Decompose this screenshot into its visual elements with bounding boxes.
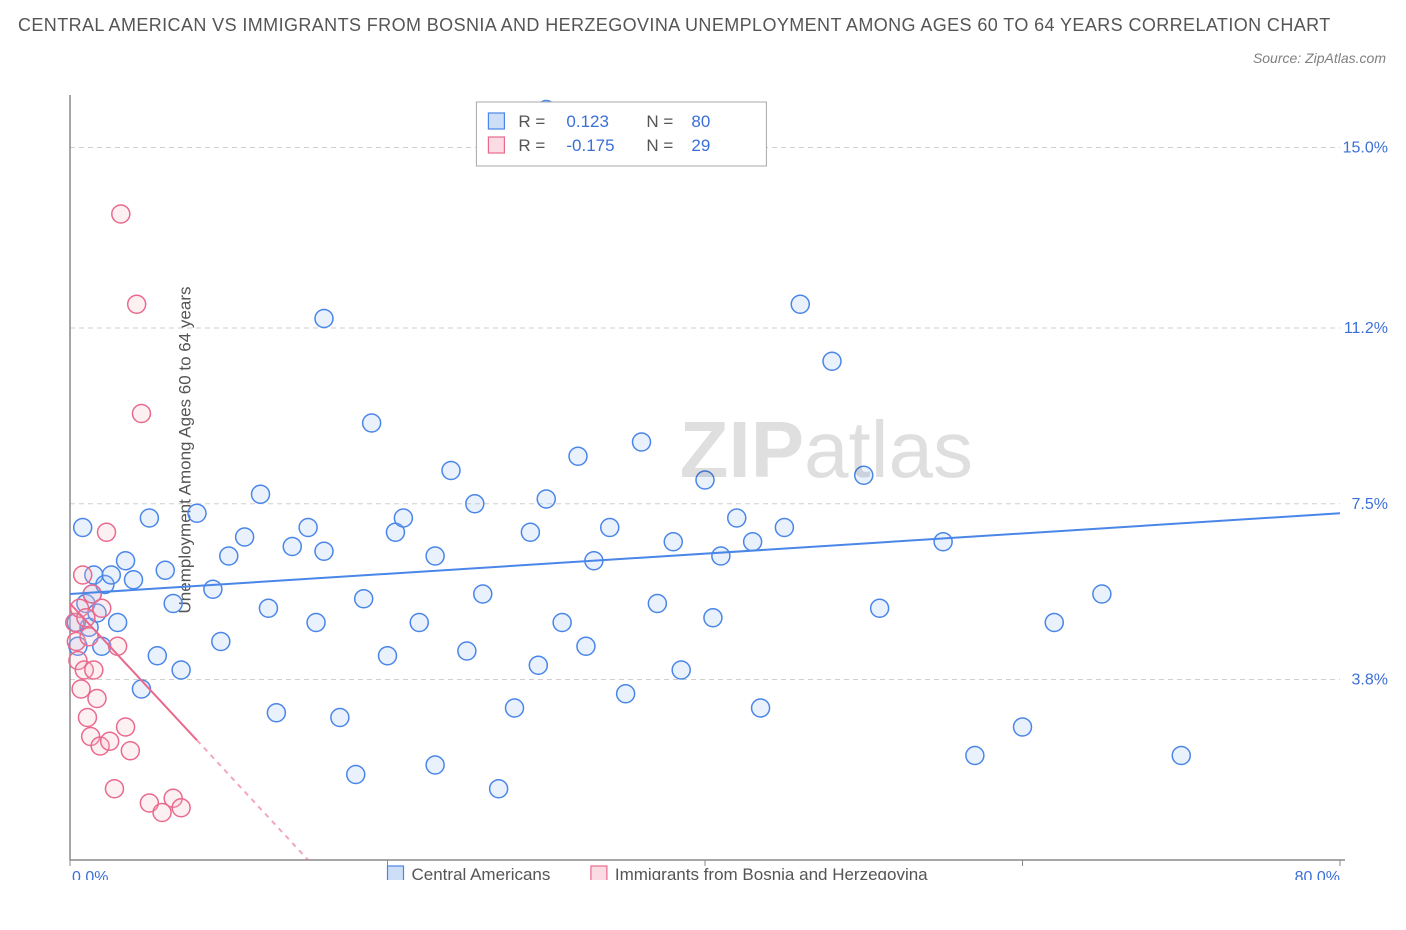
svg-text:15.0%: 15.0%	[1343, 140, 1388, 157]
svg-text:29: 29	[691, 136, 710, 155]
chart-area: 3.8% 7.5% 11.2% 15.0% 0.0% 80.0% R = 0.123 N = 80…	[60, 90, 1390, 880]
source-credit: Source: ZipAtlas.com	[1253, 50, 1386, 66]
svg-text:7.5%: 7.5%	[1352, 496, 1388, 513]
scatter-chart: 3.8% 7.5% 11.2% 15.0% 0.0% 80.0% R = 0.123 N = 80…	[60, 90, 1390, 880]
svg-text:N =: N =	[646, 136, 673, 155]
svg-text:Immigrants from Bosnia and Her: Immigrants from Bosnia and Herzegovina	[615, 865, 928, 880]
svg-text:0.123: 0.123	[566, 112, 609, 131]
chart-title: CENTRAL AMERICAN VS IMMIGRANTS FROM BOSN…	[18, 10, 1388, 41]
svg-text:80.0%: 80.0%	[1295, 869, 1340, 880]
svg-text:-0.175: -0.175	[566, 136, 614, 155]
svg-text:80: 80	[691, 112, 710, 131]
svg-text:0.0%: 0.0%	[72, 869, 108, 880]
svg-text:R =: R =	[518, 112, 545, 131]
svg-text:R =: R =	[518, 136, 545, 155]
svg-text:11.2%: 11.2%	[1344, 320, 1388, 337]
svg-text:3.8%: 3.8%	[1352, 672, 1388, 689]
svg-text:N =: N =	[646, 112, 673, 131]
svg-text:Central Americans: Central Americans	[412, 865, 551, 880]
